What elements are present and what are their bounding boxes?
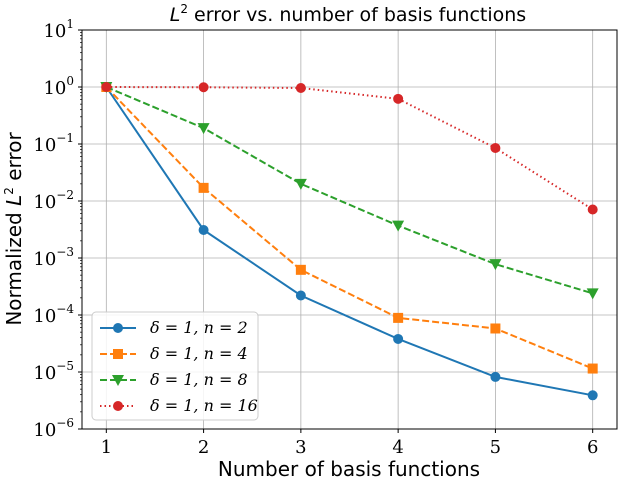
legend-box [91,311,259,421]
series-line [105,86,593,397]
y-tick-label: 10−3 [33,245,74,270]
data-point [393,93,404,104]
legend-label: δ = 1, n = 16 [150,396,258,415]
data-point [587,390,598,401]
legend-label: δ = 1, n = 8 [150,370,248,389]
data-point [393,312,404,323]
x-tick-label: 4 [392,437,403,458]
series-line [105,86,593,295]
legend-marker [112,375,124,386]
legend-marker [113,323,123,333]
data-point [490,143,501,154]
legend-label: δ = 1, n = 2 [150,318,248,337]
data-point [295,290,306,301]
y-tick-label: 10−5 [33,359,74,384]
series-line [106,86,594,211]
data-point [295,83,306,94]
series-layer [100,82,599,401]
legend-label: δ = 1, n = 4 [150,344,248,363]
data-point [586,288,599,300]
data-point [101,82,112,92]
x-axis-title: Number of basis functions [218,457,480,481]
data-point [489,259,502,271]
plot-frame [81,29,618,430]
x-tick-label: 6 [587,437,598,458]
data-point [490,371,501,382]
chart-title: L2 error vs. number of basis functions [170,2,526,26]
y-tick-label: 10−2 [33,188,74,213]
y-tick-label: 101 [43,17,74,42]
y-ticks: 101 100 10−1 10−2 10−3 10−4 10−5 10−6 [33,17,82,441]
legend: δ = 1, n = 2 δ = 1, n = 4 δ = 1, n = 8 δ = … [91,311,259,421]
y-tick-label: 10−1 [33,131,74,156]
data-point [587,204,598,215]
x-tick-label: 1 [101,437,112,458]
data-point [198,224,209,235]
data-point [393,333,404,344]
series-line [105,86,594,370]
data-point [198,82,209,93]
x-tick-label: 2 [198,437,209,458]
y-tick-label: 10−4 [33,302,74,327]
y-tick-label: 100 [43,74,74,99]
series-4 [101,82,598,215]
x-tick-label: 3 [295,437,306,458]
data-point [295,264,306,275]
data-point [392,220,405,232]
data-point [294,178,307,190]
legend-marker [113,349,123,359]
x-ticks: 1 2 3 4 5 6 [101,429,598,458]
legend-marker [113,401,123,411]
data-point [197,123,210,135]
y-tick-label: 10−6 [33,416,74,441]
y-axis-title: Normalized L2 error [2,132,26,326]
series-3 [100,82,599,300]
data-point [587,363,598,374]
data-point [490,323,501,334]
data-point [198,182,209,193]
x-tick-label: 5 [490,437,501,458]
